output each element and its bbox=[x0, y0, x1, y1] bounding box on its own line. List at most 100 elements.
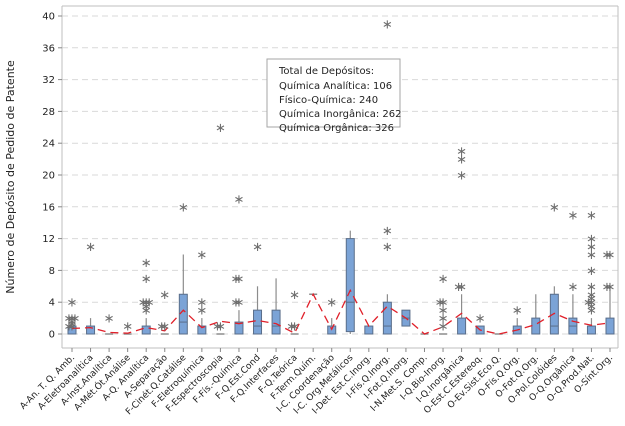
outlier-point: ∗ bbox=[586, 288, 597, 303]
y-tick-label: 20 bbox=[42, 171, 55, 182]
box-17 bbox=[382, 294, 392, 335]
box-iqr bbox=[549, 293, 559, 335]
legend-line-inorganica: Química Inorgânica: 262 bbox=[279, 108, 402, 120]
outlier-point: ∗ bbox=[549, 200, 560, 215]
legend-title: Total de Depósitos: bbox=[278, 65, 374, 77]
outlier-point: ∗ bbox=[586, 264, 597, 279]
outlier-point: ∗ bbox=[435, 296, 446, 311]
legend-line-analitica: Química Analítica: 106 bbox=[279, 80, 392, 92]
box-14 bbox=[327, 318, 337, 335]
box-iqr bbox=[178, 293, 188, 335]
box-28 bbox=[586, 318, 596, 335]
box-15 bbox=[345, 230, 355, 334]
box-9 bbox=[234, 310, 244, 335]
outlier-point: ∗ bbox=[141, 272, 152, 287]
outlier-point: ∗ bbox=[104, 312, 115, 327]
outlier-point: ∗ bbox=[586, 300, 597, 315]
box-0 bbox=[67, 325, 77, 335]
box-6 bbox=[178, 254, 188, 335]
outlier-point: ∗ bbox=[382, 17, 393, 32]
outlier-point: ∗ bbox=[141, 256, 152, 271]
outlier-point: ∗ bbox=[67, 315, 78, 330]
outlier-point: ∗ bbox=[144, 296, 155, 311]
outlier-point: ∗ bbox=[586, 208, 597, 223]
outlier-point: ∗ bbox=[586, 296, 597, 311]
y-tick-label: 16 bbox=[42, 202, 55, 213]
outlier-point: ∗ bbox=[586, 240, 597, 255]
box-16 bbox=[364, 325, 374, 335]
outlier-point: ∗ bbox=[586, 304, 597, 319]
outlier-point: ∗ bbox=[456, 145, 467, 160]
outlier-point: ∗ bbox=[252, 240, 263, 255]
box-10 bbox=[253, 286, 263, 335]
outlier-point: ∗ bbox=[512, 304, 523, 319]
mean-line bbox=[71, 288, 611, 335]
legend-frame bbox=[266, 58, 401, 128]
box-1 bbox=[86, 318, 96, 335]
outlier-point: ∗ bbox=[605, 248, 616, 263]
outlier-point: ∗ bbox=[234, 272, 245, 287]
outlier-point: ∗ bbox=[215, 320, 226, 335]
outlier-point: ∗ bbox=[141, 296, 152, 311]
outlier-point: ∗ bbox=[286, 320, 297, 335]
outlier-point: ∗ bbox=[234, 192, 245, 207]
outlier-point: ∗ bbox=[178, 200, 189, 215]
box-11 bbox=[271, 278, 281, 335]
y-tick-label: 8 bbox=[49, 266, 55, 277]
y-axis-title: Número de Depósito de Pedido de Patente bbox=[4, 60, 17, 294]
x-ticks: A-An. T. Q. Amb.A-EletroanalíticaA-Inst.… bbox=[18, 348, 615, 417]
box-29 bbox=[605, 286, 615, 335]
outlier-point: ∗ bbox=[605, 280, 616, 295]
box-iqr bbox=[457, 317, 467, 335]
outlier-point: ∗ bbox=[64, 320, 75, 335]
outlier-point: ∗ bbox=[438, 296, 449, 311]
box-iqr bbox=[531, 317, 541, 335]
outlier-point: ∗ bbox=[438, 272, 449, 287]
box-27 bbox=[568, 294, 578, 335]
outlier-point: ∗ bbox=[453, 280, 464, 295]
outlier-point: ∗ bbox=[231, 272, 242, 287]
outlier-point: ∗ bbox=[586, 232, 597, 247]
outlier-point: ∗ bbox=[196, 296, 207, 311]
box-iqr bbox=[253, 309, 263, 335]
y-tick-label: 0 bbox=[49, 330, 55, 341]
y-tick-label: 40 bbox=[42, 12, 55, 23]
outlier-point: ∗ bbox=[456, 280, 467, 295]
legend-line-fisico-quimica: Físico-Química: 240 bbox=[279, 94, 378, 106]
box-iqr bbox=[271, 309, 281, 335]
box-iqr bbox=[141, 325, 151, 335]
outlier-point: ∗ bbox=[456, 153, 467, 168]
y-tick-label: 32 bbox=[42, 75, 55, 86]
outlier-point: ∗ bbox=[586, 280, 597, 295]
outlier-point: ∗ bbox=[583, 296, 594, 311]
outlier-point: ∗ bbox=[67, 312, 78, 327]
legend-line-organica: Química Orgânica: 326 bbox=[279, 122, 394, 134]
outliers: ∗∗∗∗∗∗∗∗∗∗∗∗∗∗∗∗∗∗∗∗∗∗∗∗∗∗∗∗∗∗∗∗∗∗∗∗∗∗∗∗… bbox=[64, 17, 616, 334]
y-tick-label: 36 bbox=[42, 43, 55, 54]
outlier-point: ∗ bbox=[234, 296, 245, 311]
outlier-point: ∗ bbox=[159, 288, 170, 303]
outlier-point: ∗ bbox=[326, 296, 337, 311]
box-iqr bbox=[605, 317, 615, 335]
outlier-point: ∗ bbox=[67, 296, 78, 311]
outlier-point: ∗ bbox=[156, 320, 167, 335]
outlier-point: ∗ bbox=[438, 304, 449, 319]
y-tick-label: 28 bbox=[42, 107, 55, 118]
axes bbox=[61, 5, 619, 349]
y-tick-label: 4 bbox=[49, 298, 55, 309]
outlier-point: ∗ bbox=[212, 320, 223, 335]
box-iqr bbox=[382, 301, 392, 335]
outlier-point: ∗ bbox=[382, 240, 393, 255]
mean-connect-line bbox=[71, 288, 611, 335]
outlier-point: ∗ bbox=[122, 320, 133, 335]
outlier-point: ∗ bbox=[141, 304, 152, 319]
outlier-point: ∗ bbox=[138, 296, 149, 311]
box-7 bbox=[197, 318, 207, 335]
box-4 bbox=[141, 318, 151, 335]
outlier-point: ∗ bbox=[289, 288, 300, 303]
y-tick-label: 12 bbox=[42, 234, 55, 245]
outlier-point: ∗ bbox=[382, 224, 393, 239]
outlier-point: ∗ bbox=[231, 296, 242, 311]
legend-box: Total de Depósitos: Química Analítica: 1… bbox=[266, 58, 402, 134]
outlier-point: ∗ bbox=[602, 248, 613, 263]
